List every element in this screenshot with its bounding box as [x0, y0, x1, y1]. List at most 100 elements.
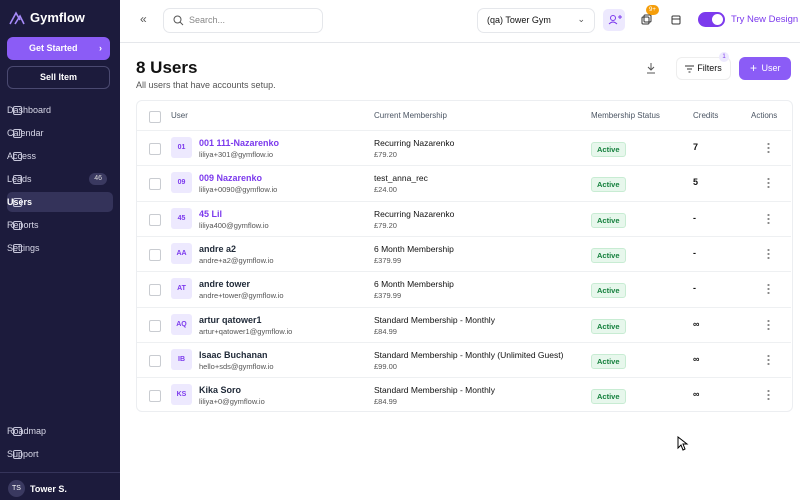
actions-button[interactable] [767, 177, 770, 190]
status-pill: Active [591, 247, 626, 263]
avatar: AQ [171, 313, 192, 335]
nav-label: Support [7, 449, 39, 459]
collapse-button[interactable]: « [140, 12, 147, 26]
nav-item[interactable]: Calendar [7, 123, 113, 143]
design-toggle[interactable] [698, 12, 725, 27]
membership: Standard Membership - Monthly [374, 385, 495, 396]
column-header: Credits [693, 111, 719, 120]
user-name[interactable]: Kika Soro [199, 385, 242, 396]
avatar: AA [171, 242, 192, 264]
user-email: liliya+301@gymflow.io [199, 150, 274, 159]
search-icon [173, 15, 184, 26]
nav-item[interactable]: Access [7, 146, 113, 166]
user-email: liliya+0090@gymflow.io [199, 185, 278, 195]
actions-button[interactable] [767, 318, 770, 331]
row-divider [137, 235, 791, 237]
user-email: andre+a2@gymflow.io [199, 255, 274, 265]
checkbox[interactable] [149, 319, 161, 332]
nav-item[interactable]: Roadmap [7, 421, 113, 441]
nav-label: Calendar [7, 128, 44, 138]
search-box[interactable]: Search... [163, 8, 323, 33]
user-name[interactable]: 45 Lil [199, 208, 223, 219]
nav-item[interactable]: Users [7, 192, 113, 212]
logo-icon [9, 11, 25, 25]
checkbox[interactable] [149, 213, 161, 226]
column-header: User [171, 111, 188, 120]
row-divider [137, 200, 791, 202]
checkbox[interactable] [149, 143, 161, 155]
calendar-button[interactable] [665, 9, 687, 31]
user-name[interactable]: 009 Nazarenko [199, 173, 263, 184]
add-user-icon-button[interactable] [603, 9, 625, 31]
price: £379.99 [374, 255, 402, 265]
credits: 7 [693, 142, 699, 152]
user-email: liliya400@gymflow.io [199, 220, 269, 230]
icon [641, 14, 652, 25]
membership: Recurring Nazarenko [374, 138, 455, 148]
plus-icon: + [750, 61, 758, 75]
topbar-border [120, 42, 800, 43]
actions-button[interactable] [767, 212, 770, 225]
nav-item[interactable]: Leads 46 [7, 169, 113, 189]
user-email: hello+sds@gymflow.io [199, 361, 274, 371]
status-pill: Active [591, 142, 626, 157]
notification-badge: 9+ [646, 5, 659, 15]
nav-item[interactable]: Settings [7, 238, 113, 258]
toggle-knob [712, 14, 723, 25]
actions-button[interactable] [767, 283, 770, 296]
actions-button[interactable] [767, 247, 770, 260]
user-name[interactable]: andre a2 [199, 243, 237, 254]
row-divider [137, 130, 791, 131]
status-pill: Active [591, 353, 626, 369]
checkbox[interactable] [149, 284, 161, 297]
actions-button[interactable] [767, 353, 770, 366]
nav-label: Users [7, 197, 33, 207]
get-started-label: Get Started [29, 43, 78, 53]
avatar: AT [171, 278, 192, 300]
user-name[interactable]: 001 111-Nazarenko [199, 138, 280, 148]
brand: Gymflow [30, 10, 85, 25]
column-header: Current Membership [374, 111, 447, 120]
column-header: Membership Status [591, 111, 660, 120]
membership: 6 Month Membership [374, 243, 454, 254]
get-started-button[interactable]: Get Started › [7, 37, 110, 60]
price: £84.99 [374, 397, 397, 407]
price: £79.20 [374, 220, 397, 230]
user-name[interactable]: Tower S. [30, 484, 67, 494]
checkbox[interactable] [149, 111, 161, 123]
user-name[interactable]: Isaac Buchanan [199, 349, 268, 360]
user-name[interactable]: andre tower [199, 279, 251, 290]
nav-label: Roadmap [7, 426, 47, 436]
checkbox[interactable] [149, 354, 161, 367]
sell-item-button[interactable]: Sell Item [7, 66, 110, 89]
filters-button[interactable]: Filters [676, 57, 731, 80]
nav-item[interactable]: Reports [7, 215, 113, 235]
user-name[interactable]: artur qatower1 [199, 314, 262, 325]
gym-select[interactable]: (qa) Tower Gym ⌄ [477, 8, 595, 33]
price: £24.00 [374, 185, 397, 195]
try-new-design[interactable]: Try New Design [731, 14, 799, 25]
nav-icon [13, 106, 22, 115]
download-button[interactable] [645, 62, 657, 74]
nav-item[interactable]: Support [7, 444, 113, 464]
nav-item[interactable]: Dashboard [7, 100, 113, 120]
checkbox[interactable] [149, 178, 161, 191]
filters-badge: 1 [719, 52, 729, 62]
users-table [136, 100, 793, 412]
chevron: › [99, 43, 102, 53]
membership: test_anna_rec [374, 173, 428, 184]
actions-button[interactable] [767, 389, 770, 402]
nav-label: Access [7, 151, 37, 161]
actions-button[interactable] [767, 142, 770, 154]
checkbox[interactable] [149, 248, 161, 261]
credits: ∞ [693, 353, 700, 364]
checkbox[interactable] [149, 390, 161, 403]
credits: ∞ [693, 389, 700, 400]
nav-badge: 46 [89, 173, 107, 185]
add-user-button[interactable]: + User [739, 57, 791, 80]
filters-label: Filters [697, 63, 722, 73]
status-pill: Active [591, 389, 626, 405]
copy-button[interactable] [635, 9, 657, 31]
divider [0, 472, 120, 473]
